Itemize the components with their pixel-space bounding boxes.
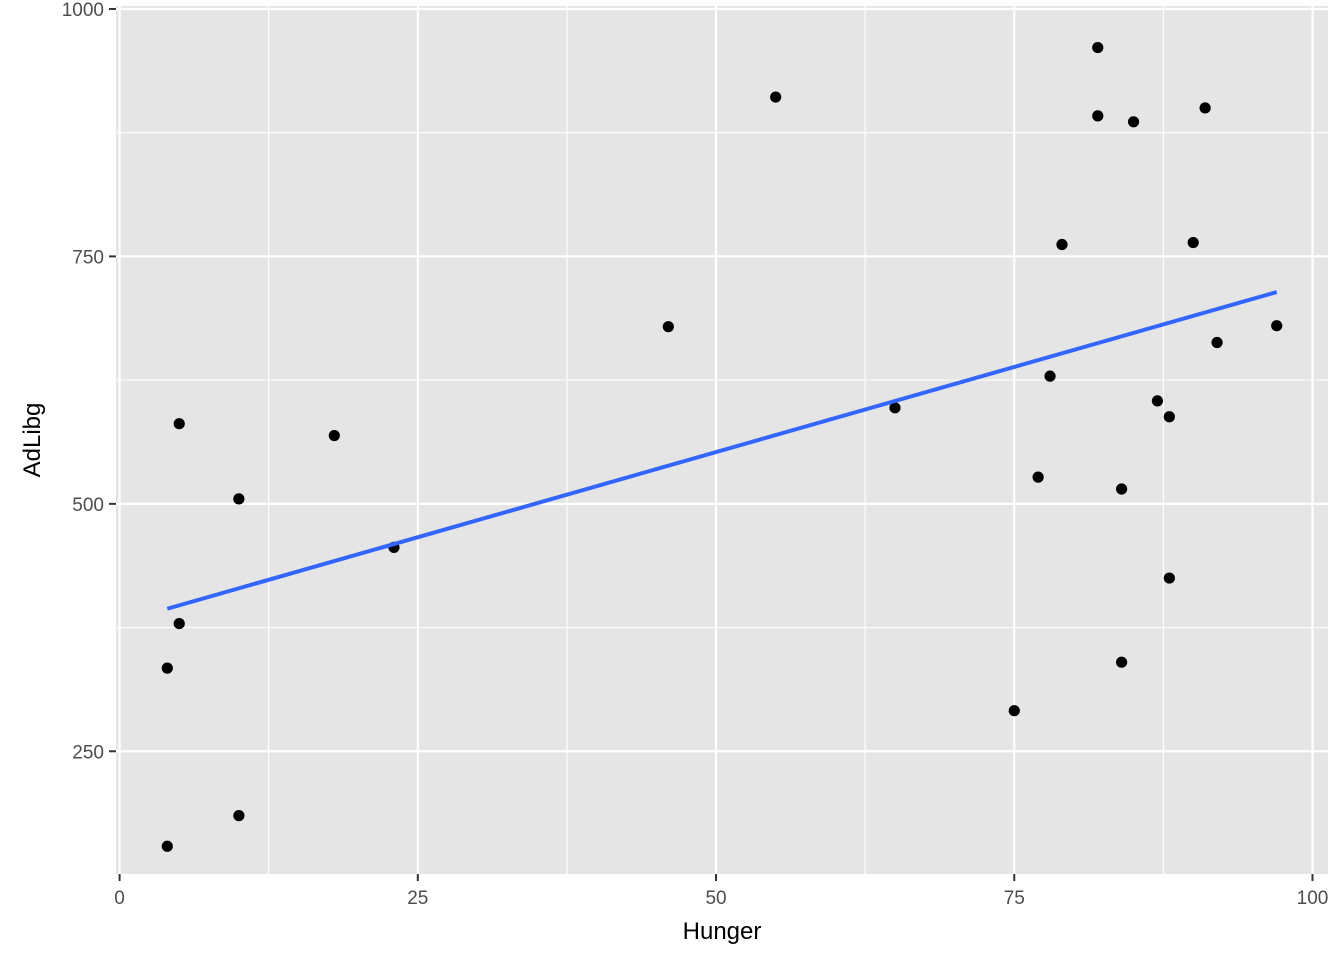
data-point: [1163, 572, 1175, 584]
y-tick-label: 250: [72, 742, 104, 763]
data-point: [1044, 370, 1056, 382]
data-point: [1151, 395, 1164, 407]
regression-line-layer: [166, 290, 1278, 611]
data-point: [662, 321, 674, 333]
data-points: [161, 41, 1283, 852]
x-tick-label: 50: [705, 888, 726, 909]
plot-panel: [116, 6, 1328, 874]
data-point: [770, 91, 782, 103]
y-axis-title: AdLibg: [19, 403, 46, 478]
y-tick-label: 750: [72, 247, 104, 268]
data-point: [233, 810, 245, 822]
data-point: [1127, 116, 1140, 128]
x-tick-label: 25: [407, 888, 428, 909]
x-tick-label: 0: [114, 888, 125, 909]
y-tick-label: 500: [72, 495, 104, 516]
axis-ticks: [109, 7, 1314, 881]
data-point: [1032, 471, 1044, 483]
x-axis-title: Hunger: [683, 918, 762, 945]
data-point: [173, 418, 185, 430]
data-point: [1116, 656, 1128, 668]
data-point: [1271, 320, 1283, 332]
data-point: [889, 402, 901, 414]
data-point: [161, 840, 173, 852]
data-point: [233, 493, 245, 505]
x-tick-label: 75: [1004, 888, 1025, 909]
data-point: [1092, 110, 1104, 122]
data-point: [1008, 705, 1020, 717]
minor-gridlines: [116, 6, 1328, 876]
data-point: [161, 662, 173, 674]
data-point: [173, 617, 185, 630]
major-gridlines: [116, 6, 1328, 874]
x-axis-tick-labels: 0 25 50 75 100: [114, 888, 1328, 909]
data-point: [1199, 102, 1211, 114]
regression-line: [166, 290, 1278, 611]
data-point: [1187, 236, 1199, 249]
data-point: [1211, 336, 1223, 349]
data-point: [1116, 483, 1128, 495]
x-tick-label: 100: [1297, 888, 1329, 909]
y-tick-label: 1000: [62, 0, 104, 21]
data-point: [328, 429, 340, 442]
data-point: [1163, 411, 1175, 423]
y-axis-tick-labels: 250 500 750 1000: [62, 0, 104, 763]
data-point: [1056, 238, 1068, 251]
data-point: [1092, 41, 1104, 54]
